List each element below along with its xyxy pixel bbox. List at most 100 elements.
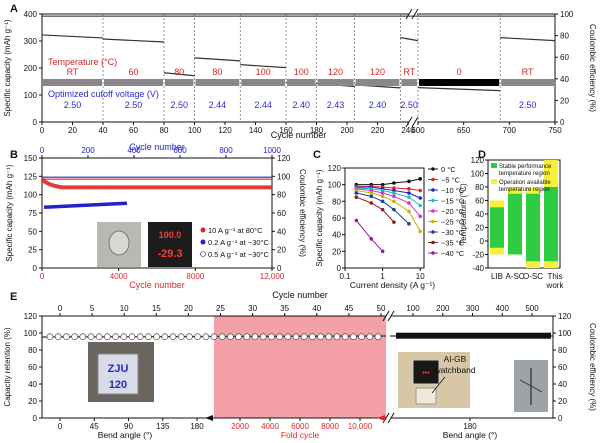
panel-c-point [407, 201, 411, 205]
panel-c-point [369, 237, 374, 241]
panel-e-y2-tick-label: 60 [558, 363, 567, 372]
panel-a-efficiency-marker-band [241, 79, 285, 86]
panel-b-y-tick-label: 50 [28, 227, 37, 236]
panel-d-y-tick-label: 0 [480, 237, 485, 246]
panel-d-bar-stable [526, 193, 540, 262]
panel-c-series-line [356, 186, 421, 199]
panel-d-bar-stable [490, 207, 504, 248]
panel-c-y-tick-label: 0 [337, 264, 342, 273]
panel-d-y-tick-label: -40 [472, 264, 484, 273]
panel-c-legend-marker [431, 209, 435, 213]
panel-e-ce-point [153, 333, 160, 341]
panel-c-x-tick-label: 0.1 [339, 272, 351, 281]
panel-c-legend-label: −20 °C [441, 207, 465, 216]
panel-a-efficiency-marker-band [401, 79, 417, 86]
panel-e-y2-tick-label: 80 [558, 346, 567, 355]
panel-e-bottom-tick-label: 2000 [231, 422, 249, 431]
panel-a-efficiency-marker-band [287, 79, 316, 86]
panel-a-temperature-label: 120 [328, 67, 343, 77]
panel-e-y2-tick-label: 20 [558, 397, 567, 406]
panel-a-x-tick-label: 20 [68, 126, 77, 135]
panel-b-y-tick-label: 25 [28, 246, 37, 255]
panel-b-y2-tick-label: 60 [277, 209, 286, 218]
panel-c-legend-marker [431, 251, 435, 255]
panel-e-ce-point [366, 333, 374, 341]
panel-b-x2-tick-label: 1000 [263, 146, 281, 155]
panel-c-point [407, 179, 411, 184]
panel-a-x-tick-label: 600 [411, 126, 425, 135]
panel-e-ce-point [186, 333, 193, 341]
panel-e-ce-point [54, 333, 62, 341]
panel-c-legend-label: −10 °C [441, 186, 465, 195]
panel-e-bottom-tick-label: 180 [190, 422, 204, 431]
panel-e-photo-2-watch-face [412, 359, 440, 385]
panel-e-top-tick-label: 100 [406, 304, 420, 313]
panel-e-ce-point [136, 333, 144, 341]
panel-d-y-label: Temperature (°C) [459, 183, 468, 245]
panel-e-photo-2-band [415, 387, 437, 405]
panel-e-fold-region [214, 316, 386, 418]
panel-c-x-label: Current density (A g⁻¹) [350, 280, 435, 290]
panel-c-point [392, 194, 396, 199]
panel-a-capacity-segment [41, 34, 104, 39]
panel-a-x-tick-label: 220 [371, 126, 385, 135]
panel-c-series-line [356, 178, 421, 186]
panel-e-top-tick-label: 300 [466, 304, 480, 313]
panel-b-photo-display [148, 222, 192, 267]
panel-b-x2-tick-label: 0 [40, 146, 45, 155]
panel-c-y-tick-label: 20 [332, 247, 341, 256]
panel-e-photo-1-screen [97, 353, 139, 395]
panel-b-x2-tick-label: 600 [173, 146, 187, 155]
panel-d-category-label: work [546, 281, 565, 290]
panel-a-y-tick-label: 100 [24, 91, 38, 100]
panel-e-y2-tick-label: 100 [558, 329, 572, 338]
panel-c-point [392, 186, 396, 190]
panel-e-y-tick-label: 40 [28, 380, 37, 389]
panel-a-capacity-segment [240, 64, 287, 69]
panel-a-y2-tick-label: 40 [560, 75, 569, 84]
panel-a-y2-tick-label: 80 [560, 32, 569, 41]
panel-e-top-tick-label: 45 [344, 304, 353, 313]
panel-a-temperature-label: 80 [212, 67, 222, 77]
panel-d-y-tick-label: 120 [471, 156, 485, 165]
panel-a-capacity-segment [194, 57, 241, 62]
panel-e-x2-label: Cycle number [272, 290, 328, 300]
panel-e-axis-break-mark [387, 412, 395, 424]
panel-e-ce-point [325, 333, 333, 341]
panel-c-series-line [356, 188, 421, 217]
panel-a-efficiency-marker-band [501, 79, 554, 86]
panel-b-y2-tick-label: 20 [277, 246, 286, 255]
panel-b-photo-display-text2: -29.3 [157, 248, 182, 260]
panel-e-ce-point [169, 333, 177, 341]
panel-e-photo-3-arm [519, 379, 543, 393]
panel-e-bottom-tick-label: 10,000 [348, 422, 373, 431]
panel-b-series-blue [43, 201, 128, 209]
panel-a-efficiency-marker-band [355, 79, 400, 86]
panel-c-point [418, 214, 423, 219]
panel-c-series-line [356, 185, 421, 191]
panel-a-x-label: Cycle number [271, 130, 327, 140]
panel-e-y-label: Capacity retention (%) [3, 327, 12, 406]
panel-e-ce-point [202, 333, 210, 341]
panel-c-point [354, 191, 359, 195]
panel-e-bottom-tick-label: 0 [58, 422, 63, 431]
panel-a-capacity-segment [102, 38, 165, 43]
panel-e-ce-point [276, 333, 283, 341]
panel-a-y2-tick-label: 20 [560, 96, 569, 105]
panel-e-photo-1-text: ZJU [108, 363, 129, 375]
panel-d-legend-label-available2: temperature region [499, 187, 550, 193]
panel-a-y-tick-label: 400 [24, 10, 38, 19]
panel-c-point [380, 199, 385, 204]
panel-e-bottom-tick-label: 90 [124, 422, 133, 431]
panel-a-efficiency-marker-band [195, 79, 240, 86]
panel-d-y-tick-label: 40 [475, 210, 484, 219]
panel-e-ce-point [317, 333, 324, 341]
panel-b-y-tick-label: 0 [33, 264, 38, 273]
panel-e-ce-dense-band [396, 332, 551, 339]
panel-b-series-red [40, 177, 272, 190]
panel-a-voltage-title: Optimized cutoff voltage (V) [48, 89, 159, 99]
panel-e-ce-point [120, 333, 128, 341]
panel-c-legend-marker [431, 219, 435, 224]
panel-a-voltage-label: 2.44 [209, 100, 227, 110]
